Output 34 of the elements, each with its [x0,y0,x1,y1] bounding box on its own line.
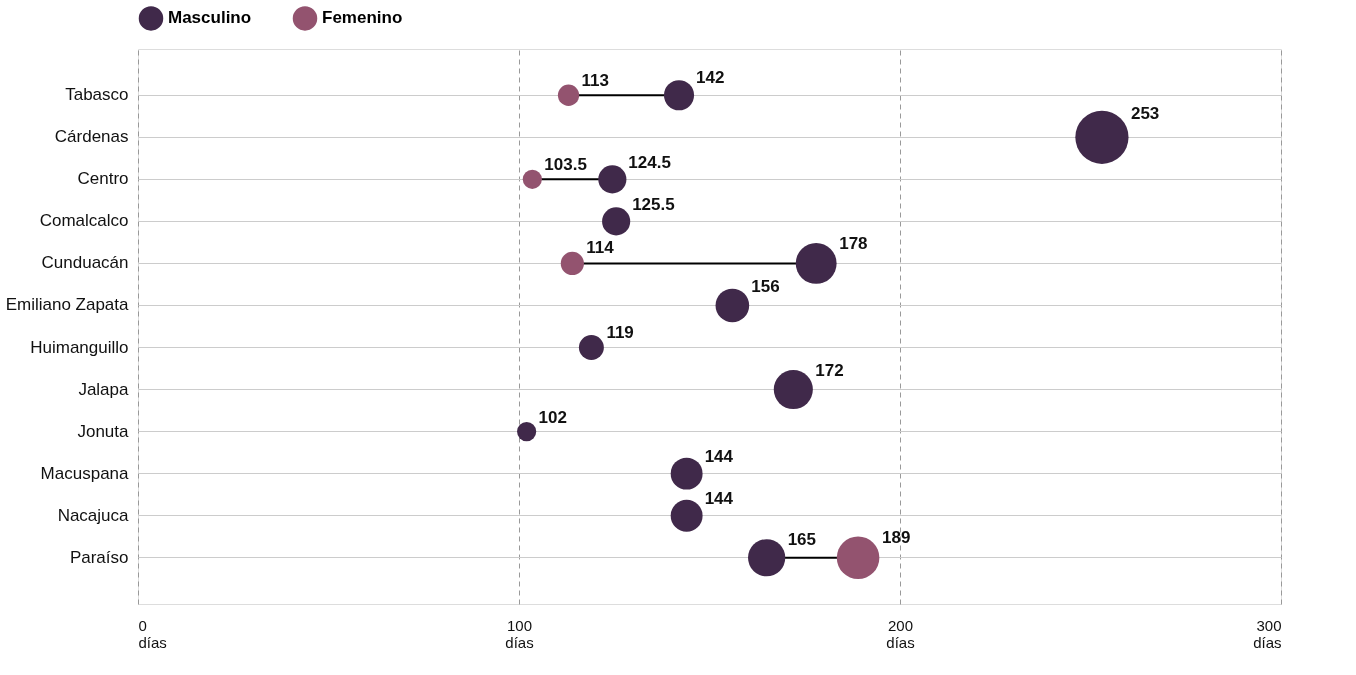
data-label: 189 [882,527,911,547]
data-label: 114 [586,238,615,258]
data-label: 253 [1130,104,1160,124]
y-tick-label: Macuspana [40,463,130,483]
data-label: 102 [538,407,567,427]
y-tick-label: Nacajuca [57,505,130,525]
data-label: 178 [839,234,868,254]
y-tick-label: Jalapa [78,379,130,399]
data-label: 124.5 [628,153,671,173]
x-tick-label: 200 días [886,616,915,651]
x-tick-label: 0 días [138,616,167,651]
data-label: 144 [704,488,734,508]
data-label: 142 [696,68,725,88]
data-label: 165 [787,529,817,549]
x-tick-label: 100 días [505,616,534,651]
y-tick-label: Comalcalco [39,211,129,231]
data-label: 144 [704,446,734,466]
legend-label: Masculino [168,8,252,28]
y-tick-label: Centro [77,169,129,189]
legend-label: Femenino [322,8,403,28]
y-tick-label: Jonuta [77,421,130,441]
data-label: 103.5 [544,155,587,175]
y-tick-label: Tabasco [65,85,129,105]
y-tick-label: Cárdenas [54,127,129,147]
data-label: 113 [581,71,609,91]
y-tick-label: Emiliano Zapata [5,295,130,315]
data-label: 125.5 [632,195,675,215]
x-tick-label: 300 días [1253,616,1282,651]
data-label: 119 [606,322,634,342]
y-tick-label: Cunduacán [41,253,129,273]
y-tick-label: Huimanguillo [30,337,129,357]
data-label: 172 [815,360,844,380]
data-label: 156 [751,277,780,297]
y-tick-label: Paraíso [69,547,129,567]
